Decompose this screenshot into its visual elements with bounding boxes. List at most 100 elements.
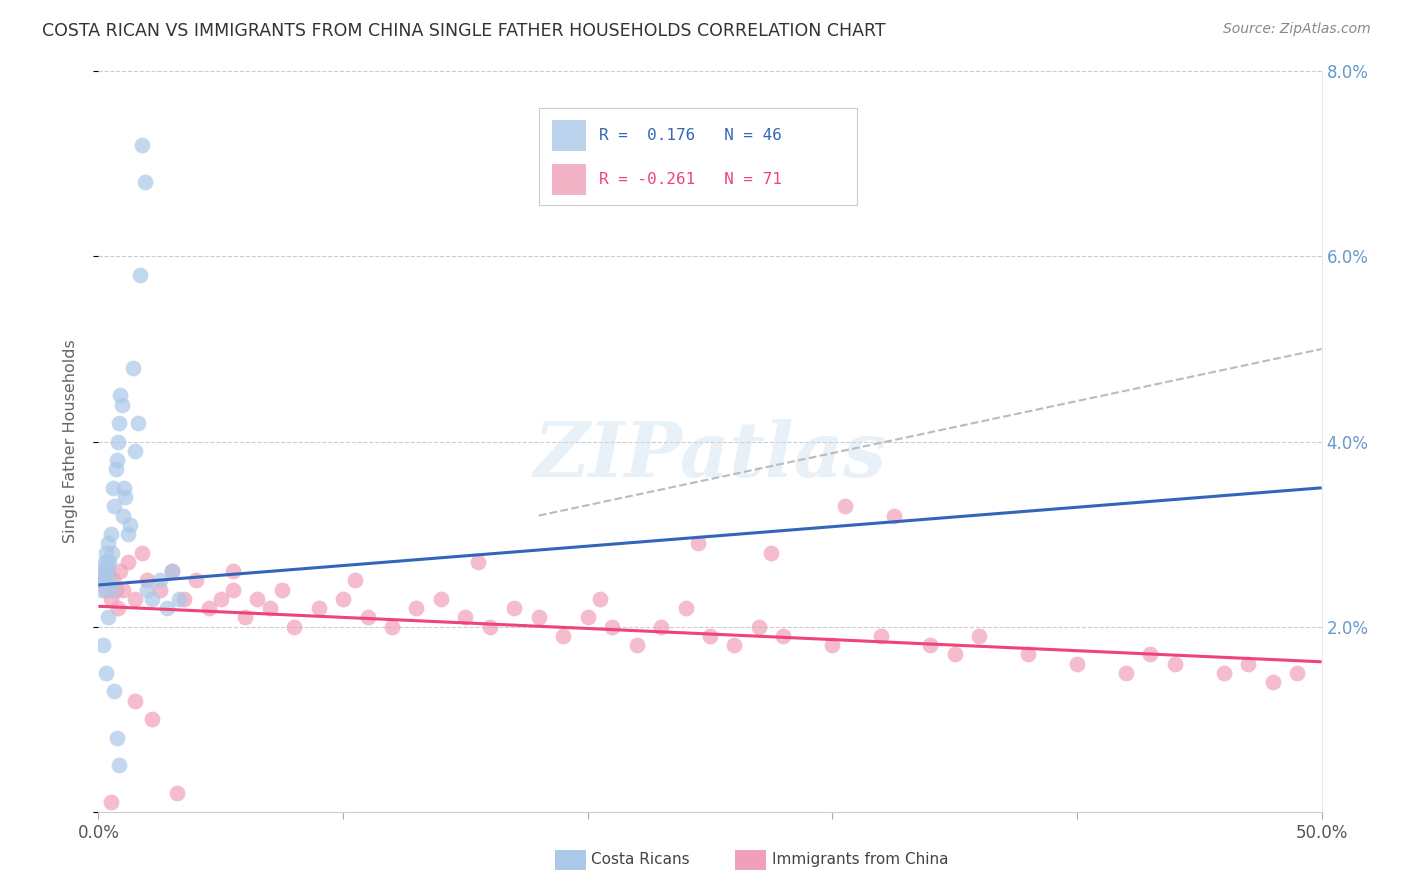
Point: [1115, 665, 1137, 680]
Point: [111, 582, 134, 597]
Point: [129, 268, 152, 282]
Point: [1286, 665, 1309, 680]
Point: [259, 601, 281, 615]
Point: [96, 564, 118, 578]
Point: [149, 582, 172, 597]
Point: [111, 397, 134, 411]
Point: [96, 555, 118, 569]
Point: [1066, 657, 1088, 671]
Point: [209, 591, 232, 606]
Point: [98, 574, 121, 588]
Point: [834, 500, 856, 514]
Point: [173, 591, 195, 606]
Point: [1212, 665, 1234, 680]
Y-axis label: Single Father Households: Single Father Households: [63, 340, 77, 543]
Point: [97, 564, 120, 578]
Point: [100, 591, 122, 606]
Point: [131, 546, 153, 560]
Point: [222, 582, 245, 597]
Point: [527, 610, 550, 624]
Point: [131, 138, 153, 153]
Point: [160, 564, 183, 578]
Point: [405, 601, 427, 615]
Point: [105, 453, 128, 467]
Point: [160, 564, 183, 578]
Point: [101, 546, 124, 560]
Point: [186, 574, 208, 588]
Point: [166, 786, 188, 800]
Point: [134, 175, 156, 190]
Point: [233, 610, 256, 624]
Point: [553, 629, 575, 643]
Point: [108, 758, 131, 772]
Point: [97, 536, 120, 550]
Point: [94, 582, 117, 597]
Text: Costa Ricans: Costa Ricans: [591, 853, 689, 867]
Point: [110, 388, 132, 402]
Point: [270, 582, 294, 597]
Point: [101, 574, 124, 588]
Point: [1139, 648, 1161, 662]
Point: [93, 555, 115, 569]
Point: [97, 610, 120, 624]
Point: [772, 629, 794, 643]
Point: [103, 684, 125, 698]
Point: [100, 527, 122, 541]
Point: [104, 582, 127, 597]
Point: [91, 574, 114, 588]
Point: [821, 638, 844, 652]
Point: [93, 564, 115, 578]
Point: [105, 731, 128, 745]
Point: [124, 591, 146, 606]
Point: [91, 574, 114, 588]
Text: R =  0.176   N = 46: R = 0.176 N = 46: [599, 128, 782, 143]
Point: [883, 508, 905, 523]
Point: [222, 564, 245, 578]
Point: [90, 574, 112, 588]
Point: [111, 508, 134, 523]
Point: [91, 564, 114, 578]
Point: [103, 500, 125, 514]
Point: [167, 591, 190, 606]
Point: [589, 591, 612, 606]
Bar: [551, 164, 586, 195]
Point: [108, 416, 131, 430]
Text: R = -0.261   N = 71: R = -0.261 N = 71: [599, 172, 782, 187]
Point: [112, 481, 135, 495]
Point: [748, 619, 770, 633]
Point: [117, 527, 139, 541]
Point: [1237, 657, 1260, 671]
Point: [503, 601, 526, 615]
Point: [943, 648, 966, 662]
Point: [246, 591, 269, 606]
Point: [117, 555, 139, 569]
Point: [141, 591, 163, 606]
Point: [124, 694, 146, 708]
Point: [114, 490, 136, 504]
Point: [94, 665, 117, 680]
Point: [381, 619, 404, 633]
Point: [723, 638, 745, 652]
Point: [121, 360, 143, 375]
Point: [454, 610, 477, 624]
Point: [686, 536, 709, 550]
Point: [344, 574, 367, 588]
Point: [576, 610, 599, 624]
Point: [478, 619, 501, 633]
Point: [283, 619, 305, 633]
Point: [761, 546, 783, 560]
Point: [156, 601, 179, 615]
Point: [467, 555, 489, 569]
Text: Immigrants from China: Immigrants from China: [772, 853, 949, 867]
Point: [920, 638, 942, 652]
Point: [94, 546, 117, 560]
Point: [136, 582, 159, 597]
Point: [120, 517, 142, 532]
Point: [101, 481, 124, 495]
Point: [332, 591, 354, 606]
Point: [124, 443, 146, 458]
Point: [110, 564, 132, 578]
Point: [91, 582, 114, 597]
Point: [104, 462, 127, 476]
Point: [308, 601, 330, 615]
